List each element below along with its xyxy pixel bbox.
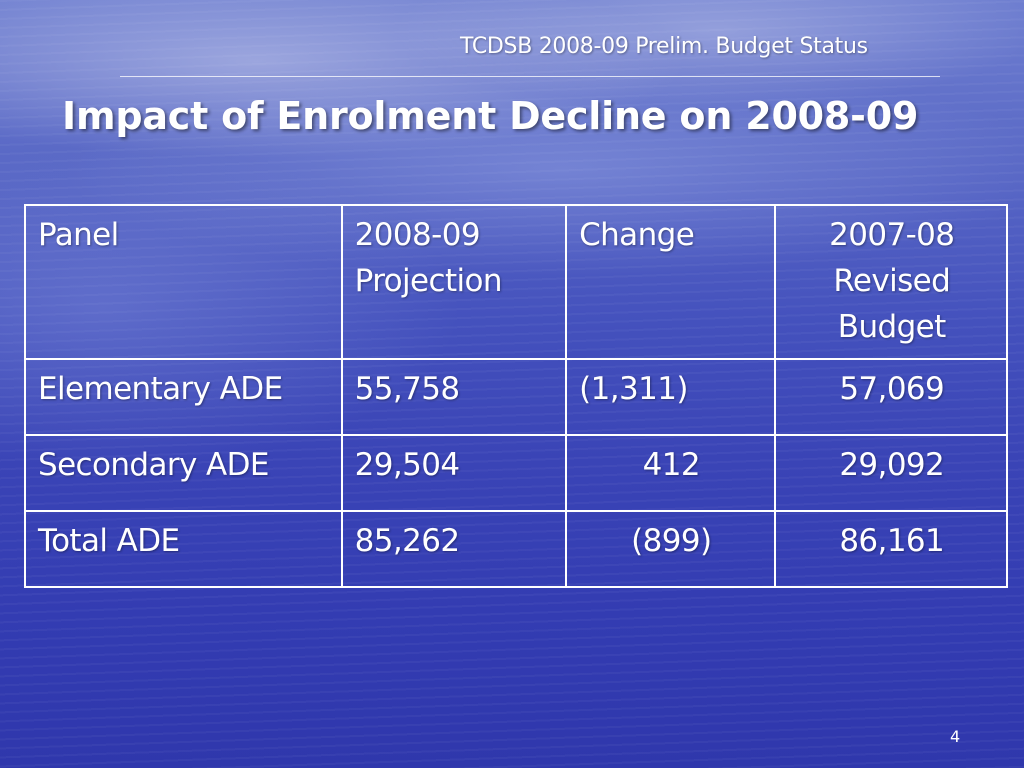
- cell-revised-budget: 57,069: [773, 358, 1009, 436]
- cell-projection: 85,262: [340, 510, 568, 588]
- enrolment-table: Panel 2008-09 Projection Change 2007-08 …: [24, 204, 1009, 588]
- column-header-projection-line: Projection: [354, 263, 503, 299]
- column-header-revised-budget: 2007-08 Revised Budget: [773, 204, 1009, 360]
- column-header-revised-budget-line: Revised: [833, 263, 951, 299]
- table-header: Panel 2008-09 Projection Change 2007-08 …: [24, 204, 1009, 360]
- cell-revised-budget: 29,092: [773, 434, 1009, 512]
- column-header-panel-line: Panel: [38, 217, 119, 253]
- column-header-projection: 2008-09 Projection: [340, 204, 568, 360]
- slide-header: TCDSB 2008-09 Prelim. Budget Status: [460, 34, 868, 59]
- column-header-revised-budget-line: Budget: [837, 309, 947, 345]
- column-header-revised-budget-line: 2007-08: [829, 217, 955, 253]
- table-row: Elementary ADE 55,758 (1,311) 57,069: [24, 358, 1009, 436]
- column-header-change-line: Change: [579, 217, 695, 253]
- page-number: 4: [950, 727, 961, 746]
- cell-change: 412: [565, 434, 776, 512]
- column-header-change: Change: [565, 204, 776, 360]
- cell-panel: Elementary ADE: [24, 358, 343, 436]
- cell-change: (899): [565, 510, 776, 588]
- cell-revised-budget: 86,161: [773, 510, 1009, 588]
- header-divider: [120, 76, 940, 77]
- column-header-projection-line: 2008-09: [354, 217, 481, 253]
- slide-title: Impact of Enrolment Decline on 2008-09: [62, 94, 919, 138]
- table-row: Total ADE 85,262 (899) 86,161: [24, 510, 1009, 588]
- cell-panel: Total ADE: [24, 510, 343, 588]
- table-header-row: Panel 2008-09 Projection Change 2007-08 …: [24, 204, 1009, 360]
- column-header-panel: Panel: [24, 204, 343, 360]
- cell-projection: 29,504: [340, 434, 568, 512]
- cell-projection: 55,758: [340, 358, 568, 436]
- table-row: Secondary ADE 29,504 412 29,092: [24, 434, 1009, 512]
- table-body: Elementary ADE 55,758 (1,311) 57,069 Sec…: [24, 358, 1009, 588]
- cell-change: (1,311): [565, 358, 776, 436]
- cell-panel: Secondary ADE: [24, 434, 343, 512]
